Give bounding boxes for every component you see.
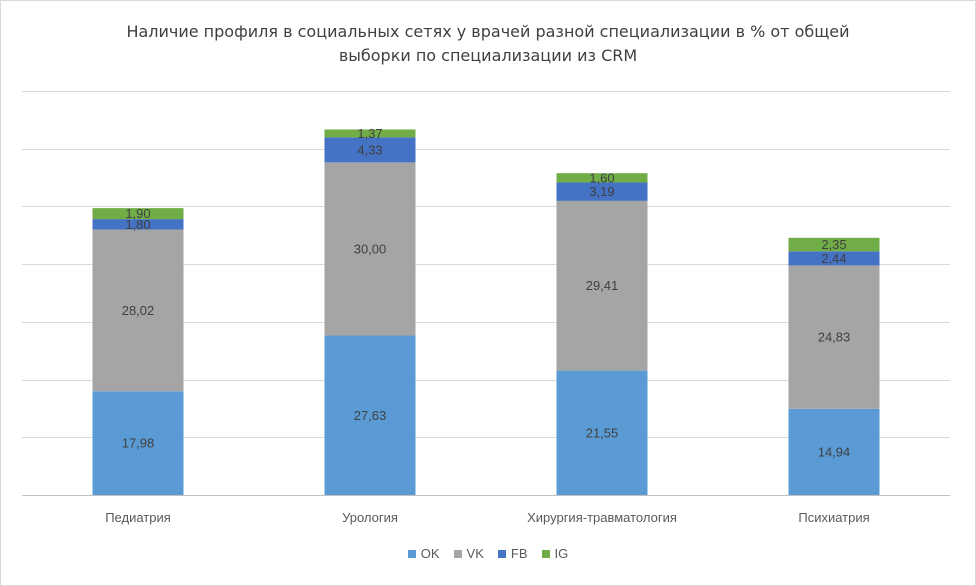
legend-label: VK <box>466 546 484 561</box>
data-label: 1,37 <box>357 126 382 141</box>
bar-segment-fb <box>556 182 648 201</box>
category-label: Урология <box>342 510 398 525</box>
data-label: 21,55 <box>586 425 619 440</box>
data-label: 14,94 <box>818 444 851 459</box>
bar-segment-ok <box>92 391 184 495</box>
legend-item-ok: OK <box>407 546 440 561</box>
data-label: 27,63 <box>354 408 387 423</box>
bar-segment-ok <box>788 408 880 495</box>
category-label: Хирургия-травматология <box>527 510 677 525</box>
legend-swatch <box>407 549 416 558</box>
chart-title-line-2: выборки по специализации из CRM <box>338 46 638 65</box>
data-label: 4,33 <box>357 142 382 157</box>
data-label: 29,41 <box>586 278 619 293</box>
legend-label: IG <box>554 546 569 561</box>
chart-title-line-1: Наличие профиля в социальных сетях у вра… <box>126 22 850 41</box>
bar-segment-vk <box>556 200 648 371</box>
data-label: 2,35 <box>821 237 846 252</box>
legend-item-vk: VK <box>453 546 484 561</box>
bar-segment-ig <box>556 173 648 183</box>
bar-segment-ok <box>324 335 416 495</box>
data-label: 1,60 <box>589 170 614 185</box>
bar-segment-fb <box>788 251 880 266</box>
bar-segment-ig <box>324 129 416 138</box>
bar-segment-ig <box>788 237 880 252</box>
legend-label: FB <box>510 546 528 561</box>
data-label: 1,80 <box>125 217 150 232</box>
data-label: 17,98 <box>122 436 155 451</box>
legend-swatch <box>541 549 550 558</box>
legend: OK VK FB IG <box>0 546 976 561</box>
legend-swatch <box>453 549 462 558</box>
data-label: 1,90 <box>125 206 150 221</box>
legend-item-ig: IG <box>541 546 569 561</box>
legend-label: OK <box>420 546 440 561</box>
legend-item-fb: FB <box>497 546 528 561</box>
bar-segment-vk <box>324 162 416 336</box>
bar-segment-ok <box>556 370 648 495</box>
bar-segment-vk <box>788 265 880 409</box>
category-label: Психиатрия <box>798 510 869 525</box>
bar-segment-fb <box>92 219 184 230</box>
data-label: 30,00 <box>354 241 387 256</box>
data-label: 24,83 <box>818 330 851 345</box>
data-label: 28,02 <box>122 303 155 318</box>
chart-title: Наличие профиля в социальных сетях у вра… <box>88 20 888 68</box>
bar-segment-fb <box>324 137 416 163</box>
data-label: 3,19 <box>589 184 614 199</box>
legend-swatch <box>497 549 506 558</box>
data-label: 2,44 <box>821 251 846 266</box>
bar-segment-vk <box>92 229 184 392</box>
bar-segment-ig <box>92 208 184 220</box>
category-label: Педиатрия <box>105 510 171 525</box>
